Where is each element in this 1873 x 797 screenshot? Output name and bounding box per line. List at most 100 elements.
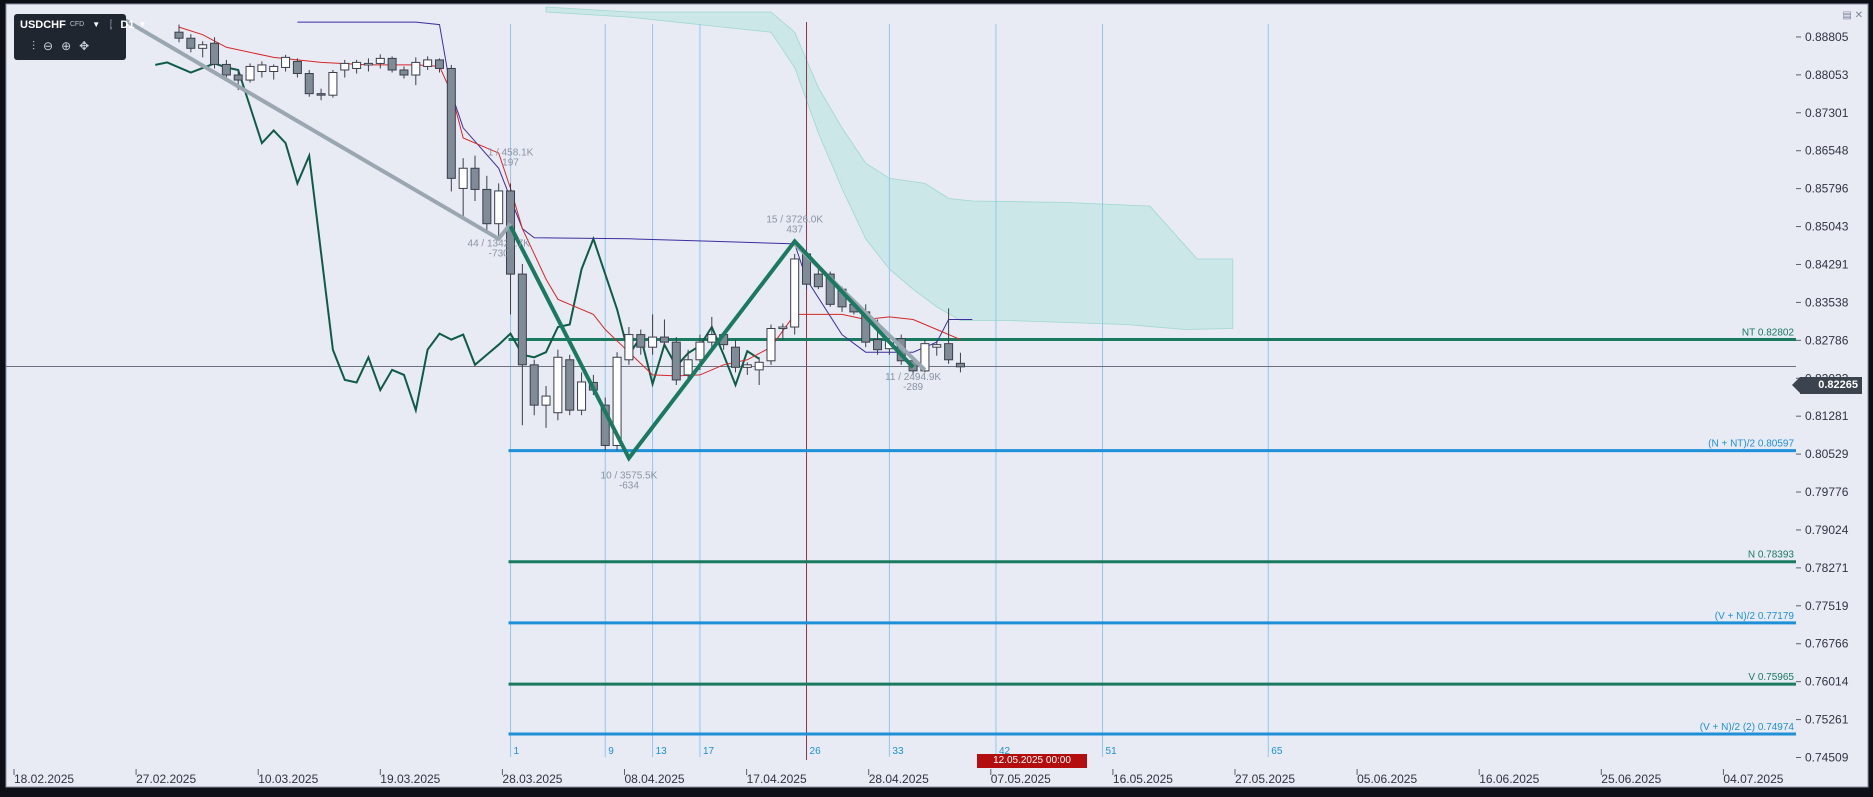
candle-body bbox=[423, 59, 433, 67]
candle-body bbox=[210, 42, 220, 65]
candle-body bbox=[292, 60, 302, 75]
candle-body bbox=[281, 56, 291, 68]
y-tick-label: 0.88805 bbox=[1805, 30, 1849, 44]
wave-annotation: 1 / 458.1K bbox=[488, 148, 534, 159]
current-price-tag: 0.82265 bbox=[1792, 377, 1862, 394]
maximize-icon[interactable]: ▤ bbox=[1842, 10, 1852, 21]
symbol-tag: CFD bbox=[69, 21, 85, 28]
x-tick-label: 05.06.2025 bbox=[1357, 772, 1417, 786]
candle-body bbox=[198, 44, 208, 49]
candle-body bbox=[387, 57, 397, 71]
level-label: (V + N)/2 (2) 0.74974 bbox=[1700, 722, 1795, 733]
wave-annotation: 44 / 13426.7K bbox=[468, 238, 531, 249]
cycle-label: 65 bbox=[1271, 746, 1283, 757]
y-tick-label: 0.81281 bbox=[1805, 409, 1849, 423]
candle-body bbox=[707, 334, 717, 343]
chikou-span bbox=[155, 61, 760, 415]
x-tick-label: 28.04.2025 bbox=[869, 772, 929, 786]
y-tick-label: 0.76014 bbox=[1805, 675, 1849, 689]
candle-body bbox=[565, 359, 575, 411]
candle-body bbox=[825, 273, 835, 305]
y-tick-label: 0.76766 bbox=[1805, 637, 1849, 651]
x-tick-label: 04.07.2025 bbox=[1723, 772, 1783, 786]
tool-row: ⫶ ⊖ ⊕ ✥ bbox=[14, 35, 126, 58]
level-label: NT 0.82802 bbox=[1742, 328, 1795, 339]
candle-body bbox=[955, 362, 965, 368]
timeframe-dropdown-icon[interactable]: ▼ bbox=[138, 20, 147, 29]
y-tick-label: 0.85043 bbox=[1805, 220, 1849, 234]
symbol-row: USDCHF CFD ▼ i D1 ▼ bbox=[14, 14, 146, 35]
timeframe-label[interactable]: D1 bbox=[120, 18, 135, 31]
y-tick-label: 0.88053 bbox=[1805, 68, 1849, 82]
indicators-icon[interactable]: ⫶ bbox=[32, 39, 36, 53]
candle-body bbox=[316, 93, 326, 96]
candle-body bbox=[553, 356, 563, 414]
candle-body bbox=[730, 346, 740, 368]
candle-body bbox=[659, 336, 669, 343]
y-tick-label: 0.77519 bbox=[1805, 599, 1849, 613]
candle-body bbox=[683, 359, 693, 376]
candle-body bbox=[458, 167, 468, 189]
symbol-label[interactable]: USDCHF bbox=[20, 18, 66, 31]
level-label: (N + NT)/2 0.80597 bbox=[1708, 439, 1794, 450]
x-tick-label: 19.03.2025 bbox=[380, 772, 440, 786]
y-tick-label: 0.78271 bbox=[1805, 561, 1849, 575]
candle-body bbox=[742, 364, 752, 368]
cycle-label: 33 bbox=[892, 746, 904, 757]
y-tick-label: 0.83538 bbox=[1805, 295, 1849, 309]
wave-annotation: -730 bbox=[489, 248, 509, 259]
candle-body bbox=[470, 167, 480, 190]
candle-body bbox=[695, 341, 705, 361]
x-tick-label: 27.02.2025 bbox=[136, 772, 196, 786]
candle-body bbox=[494, 190, 504, 225]
candle-body bbox=[541, 395, 551, 406]
candle-body bbox=[399, 69, 409, 76]
chart-toolbar: USDCHF CFD ▼ i D1 ▼ ⫶ ⊖ ⊕ ✥ bbox=[14, 14, 146, 60]
x-tick-label: 16.05.2025 bbox=[1113, 772, 1173, 786]
candle-body bbox=[778, 326, 788, 330]
cycle-label: 9 bbox=[608, 746, 614, 757]
candle-body bbox=[766, 328, 776, 362]
wave-annotation: 197 bbox=[502, 158, 519, 169]
cycle-label: 26 bbox=[810, 746, 822, 757]
y-tick-label: 0.86548 bbox=[1805, 144, 1849, 158]
candle-body bbox=[434, 59, 444, 69]
candle-body bbox=[648, 336, 658, 348]
candle-body bbox=[186, 37, 196, 49]
wave-annotation: -634 bbox=[619, 481, 639, 492]
close-icon[interactable]: ✕ bbox=[1854, 10, 1863, 21]
symbol-dropdown-icon[interactable]: ▼ bbox=[92, 20, 101, 29]
cycle-label: 51 bbox=[1106, 746, 1118, 757]
cycle-label: 13 bbox=[656, 746, 668, 757]
crosshair-icon[interactable]: ✥ bbox=[79, 39, 90, 53]
x-tick-label: 08.04.2025 bbox=[625, 772, 685, 786]
x-tick-label: 28.03.2025 bbox=[502, 772, 562, 786]
info-icon[interactable]: i bbox=[110, 19, 113, 30]
tenkan-sen bbox=[178, 26, 961, 377]
candle-body bbox=[174, 31, 184, 39]
candle-body bbox=[340, 62, 350, 71]
y-tick-label: 0.74509 bbox=[1805, 750, 1849, 764]
candle-body bbox=[873, 339, 883, 351]
x-tick-label: 16.06.2025 bbox=[1479, 772, 1539, 786]
x-tick-label: 10.03.2025 bbox=[258, 772, 318, 786]
zoom-out-icon[interactable]: ⊖ bbox=[43, 39, 54, 53]
candle-body bbox=[920, 343, 930, 372]
candle-body bbox=[517, 273, 527, 366]
y-tick-label: 0.87301 bbox=[1805, 106, 1849, 120]
candle-body bbox=[221, 63, 231, 76]
wave-annotation: 15 / 3726.0K bbox=[766, 215, 823, 226]
wave-annotation: 437 bbox=[786, 225, 803, 236]
cycle-label: 17 bbox=[703, 746, 715, 757]
candle-body bbox=[257, 64, 267, 72]
candle-body bbox=[671, 341, 681, 381]
x-tick-label: 07.05.2025 bbox=[991, 772, 1051, 786]
wave-line-green bbox=[508, 225, 915, 462]
candle-body bbox=[932, 344, 942, 348]
candle-body bbox=[790, 258, 800, 328]
wave-annotation: 11 / 2494.9K bbox=[885, 372, 941, 383]
x-tick-label: 17.04.2025 bbox=[747, 772, 807, 786]
zoom-in-icon[interactable]: ⊕ bbox=[61, 39, 72, 53]
